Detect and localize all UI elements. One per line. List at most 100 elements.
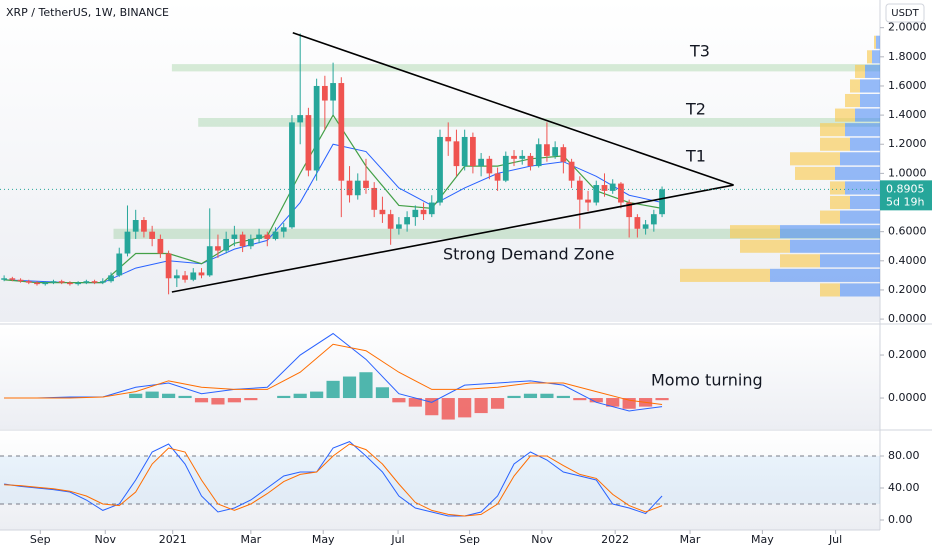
candle-body bbox=[247, 238, 254, 247]
histogram-bar bbox=[227, 398, 241, 403]
histogram-bar bbox=[145, 391, 159, 399]
band-fill bbox=[0, 456, 880, 504]
candle-body bbox=[157, 238, 164, 254]
y-tick-label: 0.4000 bbox=[888, 254, 927, 267]
profile-up bbox=[840, 283, 880, 297]
y-tick-label: 80.00 bbox=[888, 449, 920, 462]
y-tick-label: 1.4000 bbox=[888, 108, 927, 121]
candle-body bbox=[428, 202, 435, 215]
zone bbox=[113, 228, 880, 239]
histogram-bar bbox=[622, 398, 636, 409]
profile-down bbox=[855, 64, 865, 78]
candle-body bbox=[289, 122, 295, 228]
candle-body bbox=[354, 180, 361, 196]
histogram-bar bbox=[244, 398, 258, 401]
candle-body bbox=[535, 144, 542, 167]
profile-down bbox=[845, 93, 860, 108]
histogram-bar bbox=[556, 395, 570, 399]
candle-body bbox=[42, 282, 49, 285]
annotation: Strong Demand Zone bbox=[443, 245, 615, 264]
candle-body bbox=[437, 136, 443, 203]
profile-up bbox=[850, 137, 880, 151]
candle-body bbox=[618, 183, 624, 203]
candle-body bbox=[272, 231, 279, 239]
profile-down bbox=[820, 283, 840, 297]
annotation: T3 bbox=[689, 42, 710, 61]
profile-up bbox=[872, 50, 880, 64]
currency-label[interactable]: USDT bbox=[891, 8, 919, 19]
candle-body bbox=[568, 161, 575, 181]
histogram-bar bbox=[211, 398, 225, 405]
candle-body bbox=[239, 234, 246, 247]
candle-body bbox=[108, 275, 114, 282]
profile-up bbox=[790, 239, 880, 253]
y-tick-label: 1.2000 bbox=[888, 137, 927, 150]
candle-body bbox=[149, 231, 156, 239]
candle-body bbox=[346, 180, 353, 196]
trendline bbox=[171, 184, 734, 293]
profile-down bbox=[820, 123, 845, 137]
profile-down bbox=[795, 166, 835, 180]
candle-body bbox=[552, 147, 559, 156]
x-tick-label: 2021 bbox=[159, 533, 187, 546]
trendline bbox=[292, 32, 734, 186]
candle-body bbox=[461, 136, 468, 167]
candle-body bbox=[50, 281, 57, 283]
histogram-bar bbox=[408, 398, 422, 407]
histogram-bar bbox=[507, 395, 521, 399]
profile-down bbox=[730, 225, 780, 239]
candle-body bbox=[634, 217, 641, 229]
candle-body bbox=[132, 220, 139, 232]
x-tick-label: Mar bbox=[240, 533, 261, 546]
y-tick-label: 0.6000 bbox=[888, 225, 927, 238]
x-tick-label: 2022 bbox=[601, 533, 629, 546]
profile-up bbox=[860, 79, 880, 93]
candle-body bbox=[519, 155, 526, 159]
x-tick-label: May bbox=[312, 533, 335, 546]
zone bbox=[198, 118, 880, 127]
candle-body bbox=[190, 272, 197, 280]
candle-body bbox=[544, 144, 550, 156]
y-tick-label: 0.0000 bbox=[888, 312, 927, 325]
candle-body bbox=[25, 281, 32, 283]
histogram-bar bbox=[359, 372, 373, 399]
candle-body bbox=[91, 281, 98, 283]
histogram-bar bbox=[375, 387, 390, 399]
x-tick-label: Mar bbox=[680, 533, 701, 546]
y-tick-label: 1.8000 bbox=[888, 50, 927, 63]
candle-body bbox=[494, 173, 501, 181]
profile-up bbox=[845, 181, 880, 195]
currency-box[interactable] bbox=[885, 3, 925, 23]
y-tick-label: 40.00 bbox=[888, 481, 920, 494]
macd-line bbox=[4, 332, 663, 412]
profile-up bbox=[840, 210, 880, 224]
pane-background bbox=[0, 326, 880, 429]
candle-body bbox=[626, 202, 633, 218]
candle-body bbox=[58, 281, 65, 283]
candle-body bbox=[576, 180, 583, 200]
profile-up bbox=[770, 268, 880, 282]
profile-down bbox=[740, 239, 790, 253]
candle-body bbox=[387, 214, 394, 229]
histogram-bar bbox=[342, 376, 357, 399]
histogram-bar bbox=[441, 398, 455, 420]
profile-down bbox=[680, 268, 770, 282]
candle-body bbox=[264, 234, 271, 239]
profile-up bbox=[780, 225, 880, 239]
k-line bbox=[4, 441, 663, 517]
candle-body bbox=[404, 217, 410, 225]
candle-body bbox=[67, 282, 73, 285]
candle-body bbox=[223, 238, 230, 251]
candle-body bbox=[445, 136, 452, 142]
candle-body bbox=[502, 155, 509, 181]
y-tick-label: 1.6000 bbox=[888, 79, 927, 92]
candle-body bbox=[511, 155, 517, 159]
y-tick-label: 0.2000 bbox=[888, 283, 927, 296]
histogram-bar bbox=[606, 398, 620, 407]
profile-up bbox=[876, 35, 880, 49]
signal-line bbox=[4, 343, 663, 405]
candle-body bbox=[198, 272, 205, 276]
candle-body bbox=[593, 185, 600, 203]
candle-body bbox=[642, 224, 649, 229]
